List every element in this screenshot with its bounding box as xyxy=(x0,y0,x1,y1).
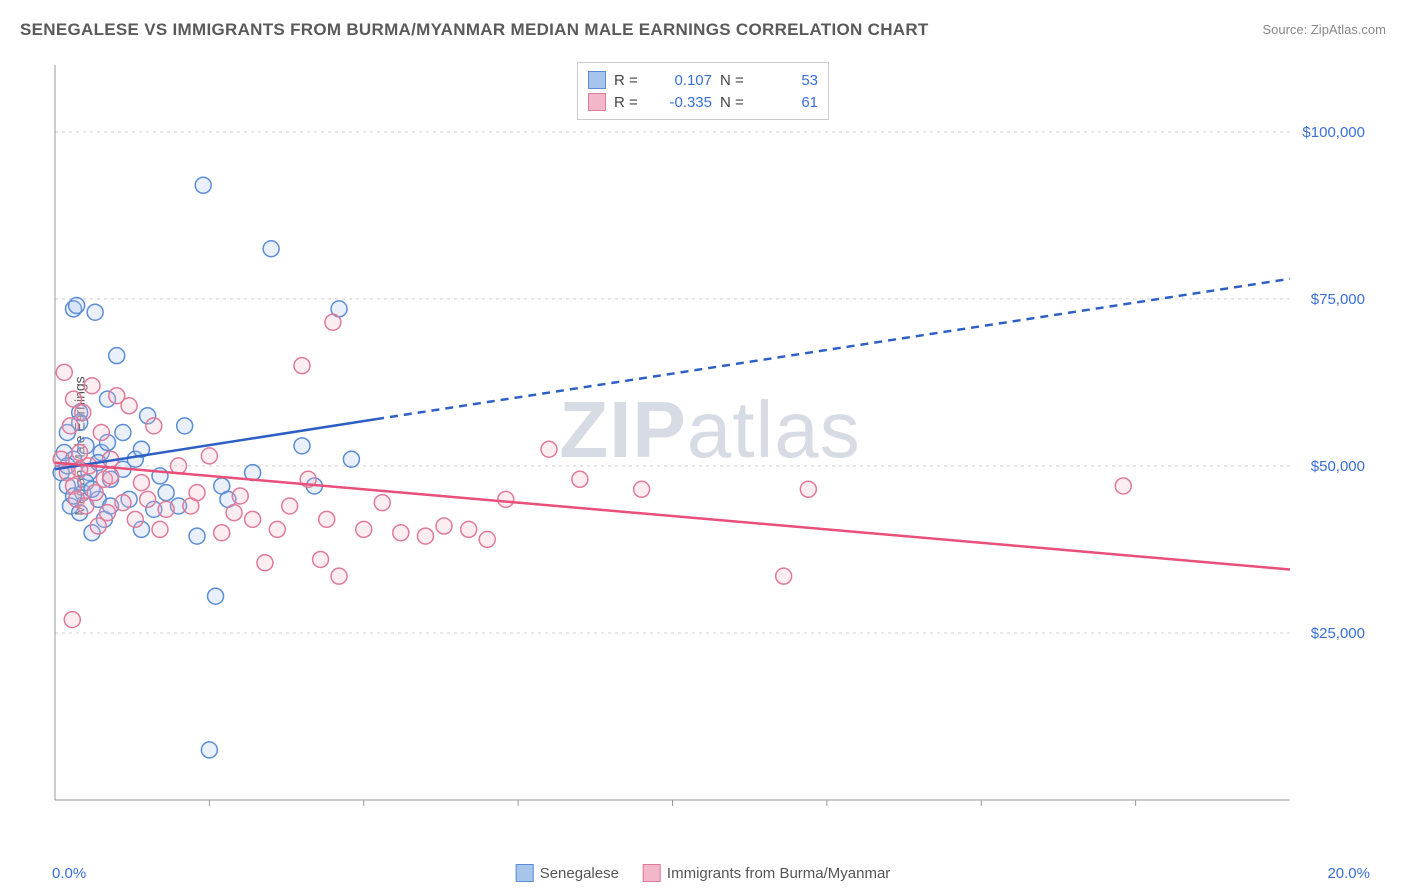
legend-item-1: Senegalese xyxy=(516,864,619,882)
r-value-1: 0.107 xyxy=(652,72,712,89)
r-label: R = xyxy=(614,72,644,89)
swatch-series-2 xyxy=(643,864,661,882)
legend-label-2: Immigrants from Burma/Myanmar xyxy=(667,865,890,882)
legend-item-2: Immigrants from Burma/Myanmar xyxy=(643,864,890,882)
source-label: Source: xyxy=(1262,22,1310,37)
swatch-series-2 xyxy=(588,93,606,111)
svg-text:$100,000: $100,000 xyxy=(1302,124,1365,141)
correlation-legend: R = 0.107 N = 53 R = -0.335 N = 61 xyxy=(577,62,829,120)
chart-area: ZIPatlas $25,000$50,000$75,000$100,000 xyxy=(50,60,1370,830)
chart-title: SENEGALESE VS IMMIGRANTS FROM BURMA/MYAN… xyxy=(20,20,929,40)
swatch-series-1 xyxy=(516,864,534,882)
r-label: R = xyxy=(614,94,644,111)
source-attribution: Source: ZipAtlas.com xyxy=(1262,22,1386,37)
svg-text:$50,000: $50,000 xyxy=(1311,458,1365,475)
n-value-1: 53 xyxy=(758,72,818,89)
legend-row-series-2: R = -0.335 N = 61 xyxy=(588,91,818,113)
source-value: ZipAtlas.com xyxy=(1311,22,1386,37)
n-label: N = xyxy=(720,94,750,111)
svg-text:$75,000: $75,000 xyxy=(1311,291,1365,308)
x-axis-min-label: 0.0% xyxy=(52,865,86,882)
svg-text:$25,000: $25,000 xyxy=(1311,625,1365,642)
r-value-2: -0.335 xyxy=(652,94,712,111)
series-legend: Senegalese Immigrants from Burma/Myanmar xyxy=(516,864,891,882)
scatter-plot: $25,000 $50,000 $75,000 $100,000 xyxy=(50,60,1370,830)
legend-label-1: Senegalese xyxy=(540,865,619,882)
n-value-2: 61 xyxy=(758,94,818,111)
swatch-series-1 xyxy=(588,71,606,89)
legend-row-series-1: R = 0.107 N = 53 xyxy=(588,69,818,91)
x-axis-max-label: 20.0% xyxy=(1327,865,1370,882)
n-label: N = xyxy=(720,72,750,89)
